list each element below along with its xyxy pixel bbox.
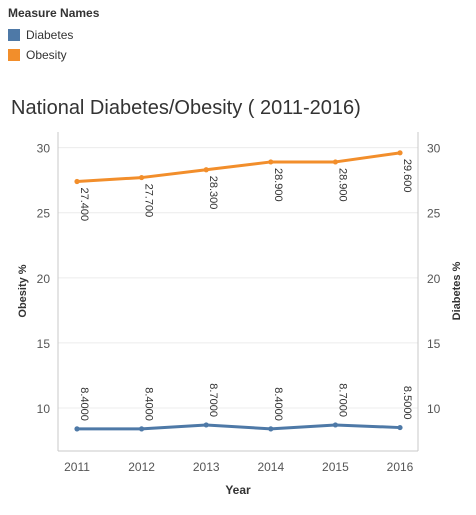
x-tick-label: 2011: [64, 460, 90, 474]
data-point-diabetes: [268, 426, 273, 431]
data-point-diabetes: [74, 426, 79, 431]
data-point-obesity: [333, 159, 338, 164]
x-tick-label: 2016: [387, 460, 414, 474]
y-tick-label-right: 15: [427, 337, 441, 351]
data-point-obesity: [397, 150, 402, 155]
data-label-obesity: 28.900: [272, 168, 284, 202]
x-axis-title: Year: [225, 483, 251, 497]
y-tick-label-left: 30: [37, 142, 51, 156]
data-point-diabetes: [397, 425, 402, 430]
y-tick-label-left: 20: [37, 272, 51, 286]
x-tick-label: 2015: [322, 460, 349, 474]
series-line-obesity: [77, 153, 400, 182]
x-tick-label: 2012: [128, 460, 155, 474]
y-tick-label-right: 20: [427, 272, 441, 286]
y-tick-label-left: 15: [37, 337, 51, 351]
data-label-diabetes: 8.5000: [401, 386, 413, 420]
data-label-diabetes: 8.4000: [272, 387, 284, 421]
data-label-obesity: 29.600: [401, 159, 413, 193]
y-tick-label-left: 10: [37, 402, 51, 416]
data-label-obesity: 27.700: [143, 184, 155, 218]
x-tick-label: 2013: [193, 460, 220, 474]
data-label-obesity: 28.900: [336, 168, 348, 202]
data-label-obesity: 28.300: [207, 176, 219, 210]
data-point-diabetes: [204, 422, 209, 427]
x-tick-label: 2014: [257, 460, 284, 474]
data-label-diabetes: 8.4000: [143, 387, 155, 421]
y-axis-title-right: Diabetes %: [451, 261, 463, 320]
data-point-obesity: [268, 159, 273, 164]
y-tick-label-right: 10: [427, 402, 441, 416]
data-point-obesity: [139, 175, 144, 180]
data-point-diabetes: [333, 422, 338, 427]
data-label-diabetes: 8.7000: [336, 383, 348, 417]
data-label-obesity: 27.400: [78, 187, 90, 221]
data-point-obesity: [204, 167, 209, 172]
y-tick-label-right: 30: [427, 142, 441, 156]
data-point-diabetes: [139, 426, 144, 431]
y-tick-label-right: 25: [427, 207, 441, 221]
y-tick-label-left: 25: [37, 207, 51, 221]
data-label-diabetes: 8.4000: [78, 387, 90, 421]
data-point-obesity: [74, 179, 79, 184]
data-label-diabetes: 8.7000: [207, 383, 219, 417]
series-line-diabetes: [77, 425, 400, 429]
y-axis-title-left: Obesity %: [17, 264, 29, 317]
